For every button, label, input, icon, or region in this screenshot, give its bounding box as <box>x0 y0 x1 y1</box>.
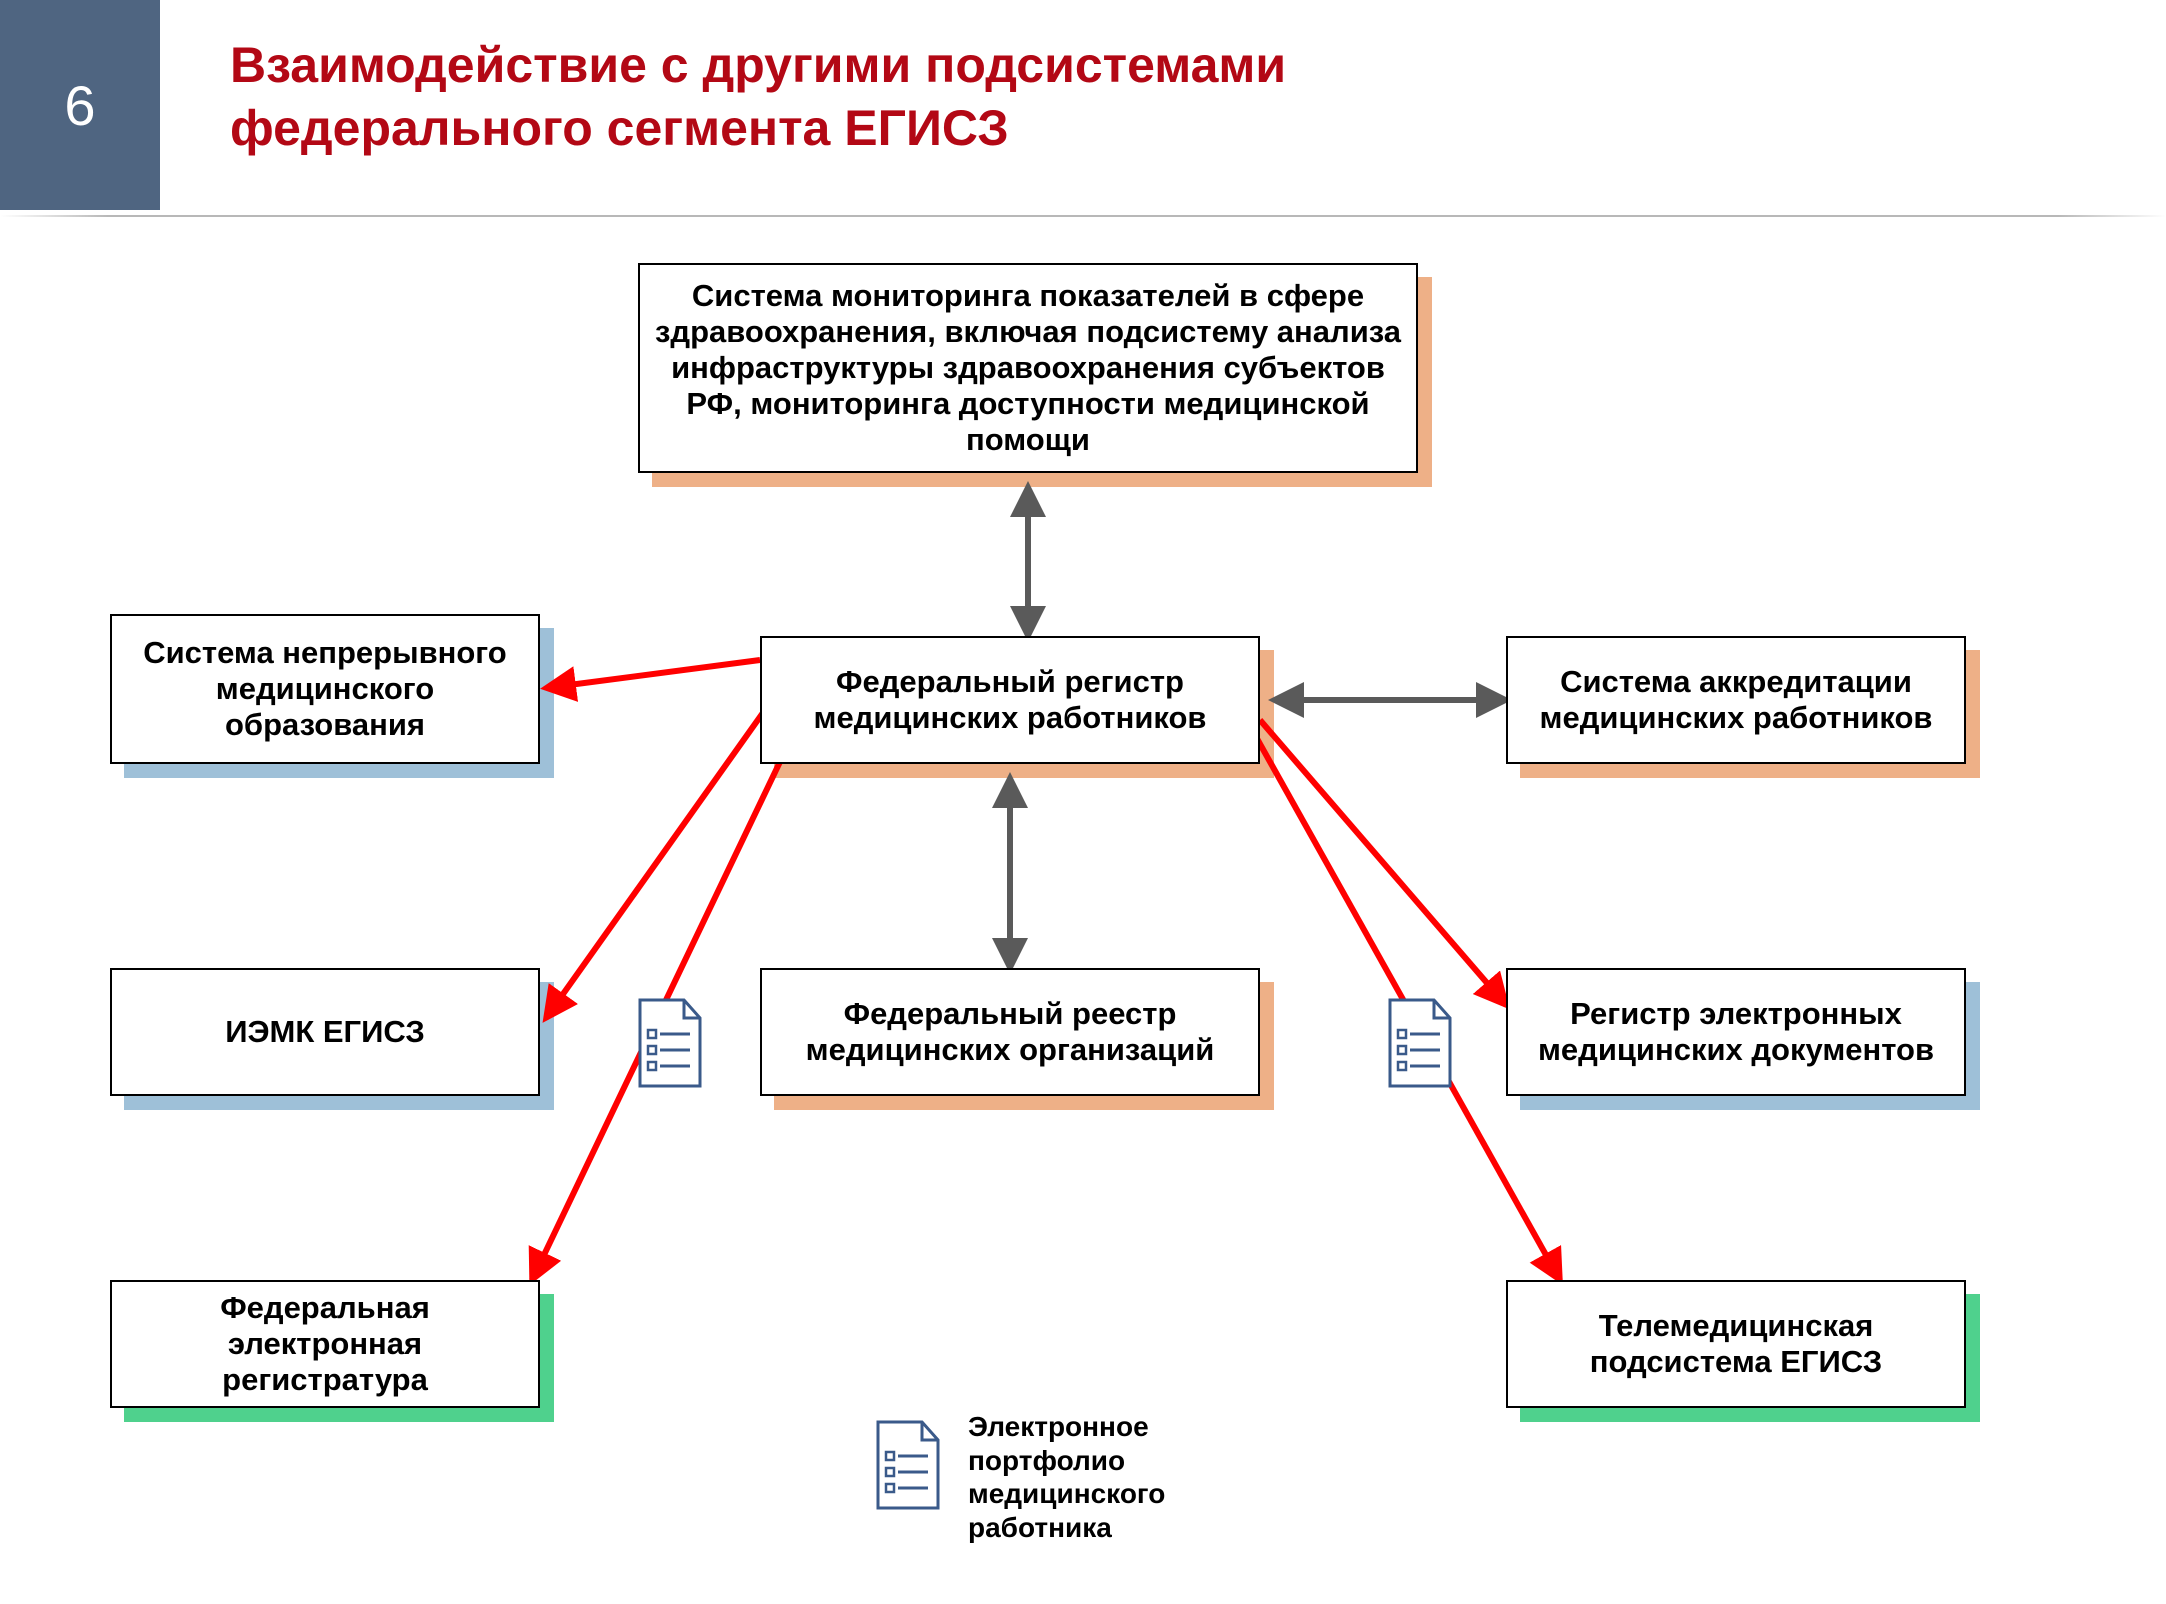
node-label-iemk: ИЭМК ЕГИСЗ <box>225 1014 425 1050</box>
edge-registr-center-iemk <box>546 700 772 1018</box>
legend-line: портфолио <box>968 1444 1165 1478</box>
document-icon <box>868 1418 946 1514</box>
node-label-fer: Федеральная электронная регистратура <box>126 1290 524 1398</box>
node-label-reestr-org: Федеральный реестр медицинских организац… <box>776 996 1244 1068</box>
node-registr-center: Федеральный регистр медицинских работник… <box>760 636 1260 764</box>
slide-canvas: 6 Взаимодействие с другими подсистемами … <box>0 0 2166 1604</box>
legend-line: работника <box>968 1511 1165 1545</box>
page-number: 6 <box>64 73 95 138</box>
legend-label: Электронноепортфолиомедицинскогоработник… <box>968 1410 1165 1544</box>
node-reestr-org: Федеральный реестр медицинских организац… <box>760 968 1260 1096</box>
document-icon <box>1380 996 1458 1092</box>
node-remd: Регистр электронных медицинских документ… <box>1506 968 1966 1096</box>
slide-title-line1: Взаимодействие с другими подсистемами <box>230 34 1286 97</box>
node-monitoring: Система мониторинга показателей в сфере … <box>638 263 1418 473</box>
edge-registr-center-remd <box>1260 720 1506 1005</box>
node-nmo: Система непрерывного медицинского образо… <box>110 614 540 764</box>
page-number-box: 6 <box>0 0 160 210</box>
node-label-registr-center: Федеральный регистр медицинских работник… <box>776 664 1244 736</box>
edge-registr-center-nmo <box>546 660 760 688</box>
node-fer: Федеральная электронная регистратура <box>110 1280 540 1408</box>
slide-title: Взаимодействие с другими подсистемами фе… <box>230 34 1286 159</box>
node-label-accred: Система аккредитации медицинских работни… <box>1522 664 1950 736</box>
slide-title-line2: федерального сегмента ЕГИСЗ <box>230 97 1286 160</box>
node-label-telemed: Телемедицинская подсистема ЕГИСЗ <box>1522 1308 1950 1380</box>
legend-line: Электронное <box>968 1410 1165 1444</box>
node-label-remd: Регистр электронных медицинских документ… <box>1522 996 1950 1068</box>
node-label-monitoring: Система мониторинга показателей в сфере … <box>654 278 1402 458</box>
document-icon <box>630 996 708 1092</box>
legend-line: медицинского <box>968 1477 1165 1511</box>
header-divider <box>0 215 2166 217</box>
node-iemk: ИЭМК ЕГИСЗ <box>110 968 540 1096</box>
node-accred: Система аккредитации медицинских работни… <box>1506 636 1966 764</box>
node-telemed: Телемедицинская подсистема ЕГИСЗ <box>1506 1280 1966 1408</box>
node-label-nmo: Система непрерывного медицинского образо… <box>126 635 524 743</box>
